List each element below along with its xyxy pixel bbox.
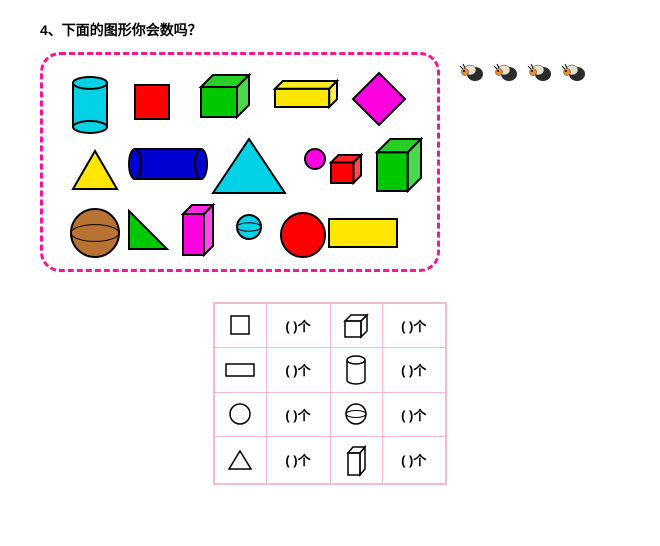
table-row: ( )个 ( )个 (214, 347, 446, 392)
bug-row (458, 62, 588, 84)
count-cell: ( )个 (382, 347, 446, 392)
table-row: ( )个 ( )个 (214, 303, 446, 347)
question-title: 4、下面的图形你会数吗？ (40, 20, 620, 40)
count-cell: ( )个 (266, 436, 330, 484)
count-cell: ( )个 (266, 392, 330, 436)
count-cell: ( )个 (266, 303, 330, 347)
count-cell: ( )个 (382, 392, 446, 436)
top-area (40, 52, 620, 272)
shape-icon-square (214, 303, 266, 347)
shape-icon-rectangle (214, 347, 266, 392)
shape-icon-sphere (330, 392, 382, 436)
shape-icon-circle (214, 392, 266, 436)
shape-icon-triangle (214, 436, 266, 484)
count-cell: ( )个 (266, 347, 330, 392)
bug-icon (526, 62, 554, 84)
table-row: ( )个 ( )个 (214, 392, 446, 436)
bug-icon (458, 62, 486, 84)
table-row: ( )个 ( )个 (214, 436, 446, 484)
bug-icon (492, 62, 520, 84)
answer-table: ( )个( )个( )个( )个( )个( )个( )个( )个 (213, 302, 447, 485)
count-cell: ( )个 (382, 303, 446, 347)
bug-icon (560, 62, 588, 84)
shape-box (40, 52, 440, 272)
shape-icon-cylinder (330, 347, 382, 392)
shape-icon-cube (330, 303, 382, 347)
shape-icon-cuboid (330, 436, 382, 484)
count-cell: ( )个 (382, 436, 446, 484)
